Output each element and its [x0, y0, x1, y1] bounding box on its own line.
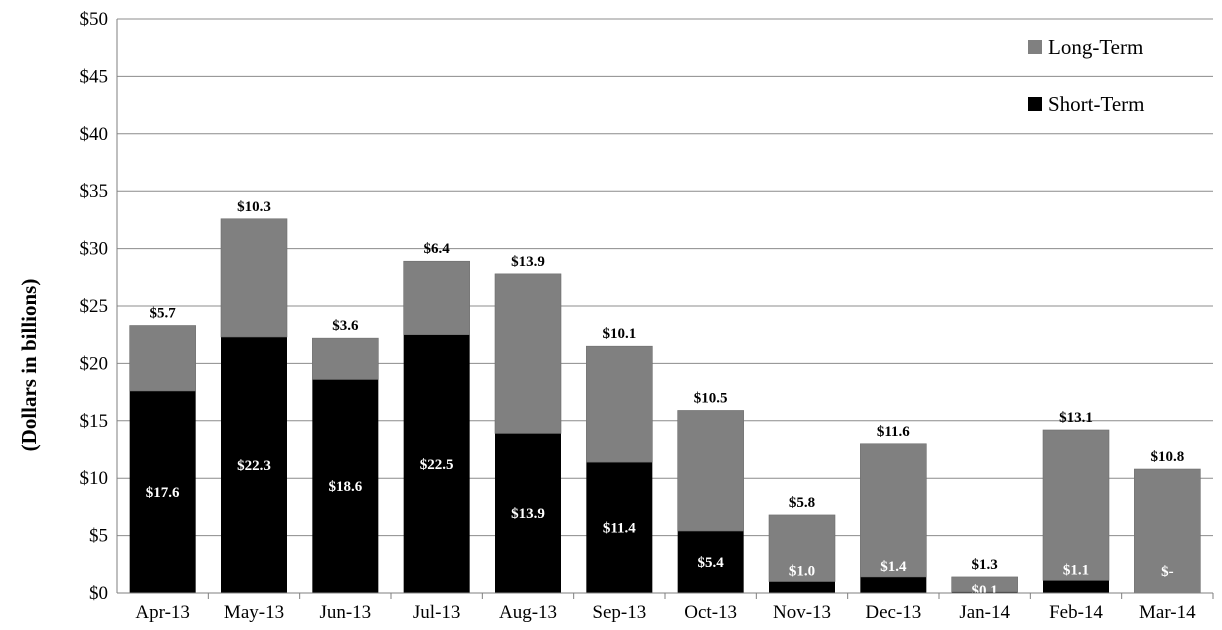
- bar-short-term: [1043, 580, 1109, 593]
- y-axis: $0 $5 $10 $15 $20 $25 $30 $35 $40 $45 $50: [80, 9, 118, 604]
- bar-long-term: [1134, 468, 1201, 594]
- y-tick-label: $30: [80, 239, 109, 260]
- data-label-long-term: $10.8: [1150, 449, 1184, 465]
- x-tick-label: Jan-14: [959, 602, 1010, 623]
- data-label-long-term: $5.8: [789, 495, 815, 511]
- y-tick-label: $50: [80, 9, 109, 30]
- x-axis: Apr-13 May-13 Jun-13 Jul-13 Aug-13 Sep-13 Oct-…: [117, 592, 1214, 623]
- bar-long-term: [677, 410, 744, 532]
- data-label-short-term: $1.0: [789, 564, 815, 580]
- legend: Long-Term Short-Term: [1028, 35, 1145, 116]
- bar-long-term: [129, 325, 196, 392]
- x-tick-label: Sep-13: [592, 602, 646, 623]
- x-tick-label: May-13: [224, 602, 284, 623]
- bar-long-term: [220, 218, 288, 338]
- data-label-long-term: $5.7: [150, 306, 177, 322]
- data-label-long-term: $3.6: [332, 318, 359, 334]
- bar-short-term: [221, 336, 287, 593]
- data-label-short-term: $-: [1161, 564, 1174, 580]
- bar-short-term: [951, 591, 1018, 593]
- legend-label-short-term: Short-Term: [1048, 92, 1145, 116]
- x-tick-label: Jun-13: [319, 602, 371, 623]
- y-tick-label: $5: [89, 526, 108, 547]
- data-label-long-term: $10.3: [237, 199, 271, 215]
- bar-short-term: [586, 462, 653, 593]
- bar-short-term: [129, 390, 196, 593]
- y-tick-label: $10: [80, 468, 109, 489]
- bar-long-term: [494, 273, 562, 434]
- gridlines: [117, 18, 1213, 537]
- bar-long-term: [403, 260, 470, 335]
- data-label-short-term: $1.1: [1063, 562, 1089, 578]
- data-label-short-term: $0.1: [972, 583, 998, 599]
- y-tick-label: $0: [89, 583, 108, 604]
- data-label-short-term: $17.6: [146, 485, 180, 501]
- y-tick-label: $15: [80, 411, 109, 432]
- data-label-long-term: $13.1: [1059, 410, 1093, 426]
- data-label-long-term: $1.3: [972, 557, 998, 573]
- x-tick-label: Oct-13: [684, 602, 737, 623]
- legend-swatch-long-term: [1028, 40, 1042, 54]
- bar-long-term: [1042, 429, 1110, 581]
- y-tick-label: $45: [80, 66, 109, 87]
- data-label-short-term: $18.6: [328, 479, 362, 495]
- data-label-short-term: $22.5: [420, 457, 454, 473]
- bar-short-term: [495, 433, 561, 593]
- bar-short-term: [677, 531, 744, 593]
- bar-long-term: [586, 345, 653, 463]
- x-tick-label: Mar-14: [1139, 602, 1196, 623]
- x-tick-label: Aug-13: [499, 602, 557, 623]
- bars: [129, 218, 1201, 594]
- data-label-short-term: $13.9: [511, 506, 545, 522]
- data-label-long-term: $10.1: [602, 326, 636, 342]
- data-label-short-term: $5.4: [698, 555, 725, 571]
- data-label-long-term: $13.9: [511, 254, 545, 270]
- bar-long-term: [951, 576, 1018, 593]
- x-tick-label: Feb-14: [1049, 602, 1103, 623]
- x-tick-label: Dec-13: [865, 602, 921, 623]
- legend-label-long-term: Long-Term: [1048, 35, 1143, 59]
- data-label-long-term: $10.5: [694, 390, 728, 406]
- x-tick-label: Nov-13: [773, 602, 831, 623]
- bar-short-term: [403, 334, 470, 593]
- legend-swatch-short-term: [1028, 97, 1042, 111]
- data-label-short-term: $11.4: [603, 521, 636, 537]
- y-tick-label: $35: [80, 181, 109, 202]
- data-labels: $5.7 $17.6 $10.3 $22.3 $3.6 $18.6 $6.4 $22.5 $13…: [146, 199, 1184, 599]
- data-label-long-term: $6.4: [424, 241, 451, 257]
- bar-short-term: [860, 576, 927, 593]
- bar-long-term: [860, 443, 927, 578]
- y-tick-label: $40: [80, 124, 109, 145]
- x-tick-label: Jul-13: [413, 602, 461, 623]
- y-tick-label: $20: [80, 353, 109, 374]
- data-label-short-term: $22.3: [237, 458, 271, 474]
- y-axis-label: (Dollars in billions): [17, 279, 41, 452]
- bar-short-term: [312, 379, 379, 593]
- x-tick-label: Apr-13: [135, 602, 190, 623]
- data-label-short-term: $1.4: [880, 559, 907, 575]
- data-label-long-term: $11.6: [877, 424, 910, 440]
- bar-long-term: [312, 337, 379, 380]
- bar-long-term: [768, 514, 836, 582]
- bar-short-term: [769, 581, 835, 593]
- y-tick-label: $25: [80, 296, 109, 317]
